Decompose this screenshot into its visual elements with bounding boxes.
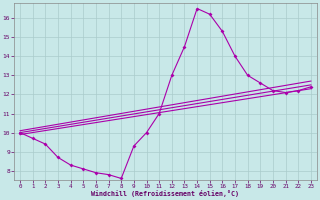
X-axis label: Windchill (Refroidissement éolien,°C): Windchill (Refroidissement éolien,°C) [92,190,239,197]
